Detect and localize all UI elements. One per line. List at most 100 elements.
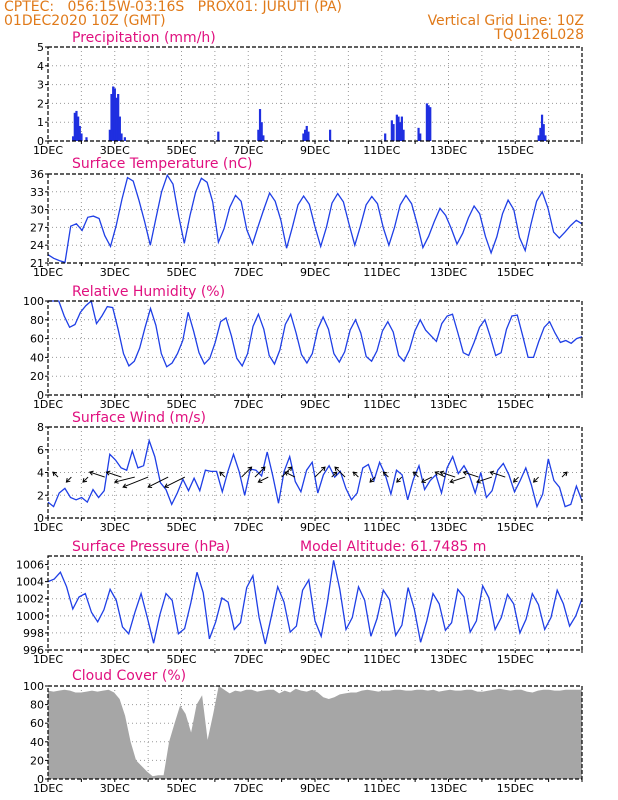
precip-bar [392,124,395,141]
wind-arrowhead [147,483,153,488]
precip-bar [429,107,432,141]
x-tick-label: 11DEC [363,653,400,666]
precip-bar [72,136,75,141]
y-tick-label: 2 [37,489,44,502]
wind-vector [382,471,389,478]
wind-shaft [82,476,89,483]
x-tick-label: 3DEC [100,398,130,411]
x-tick-label: 7DEC [233,398,263,411]
y-tick-label: 996 [23,644,44,657]
wind-shaft [421,476,433,483]
panel-4: 0 2 4 6 8 1DEC 3DEC 5DEC 7DEC 9DEC 11DEC 13DEC 15DEC… [33,410,583,534]
x-tick-label: 3DEC [100,144,130,157]
wind-shaft [331,471,338,478]
wind-vector [434,471,446,478]
x-tick-label: 1DEC [33,144,63,157]
precip-bar [305,125,308,141]
precip-bar [303,129,307,141]
y-tick-label: 0 [37,773,44,786]
precip-bar [115,97,118,141]
x-tick-label: 13DEC [430,398,467,411]
wind-arrowhead [332,471,338,477]
wind-arrowhead [382,471,388,477]
x-tick-label: 3DEC [100,521,130,534]
wind-vector [254,466,266,478]
model-altitude: Model Altitude: 61.7485 m [300,539,486,555]
y-tick-label: 1006 [16,559,44,572]
x-tick-label: 9DEC [300,782,330,795]
wind-shaft [122,476,149,488]
wind-arrowhead [88,470,94,476]
x-tick-label: 15DEC [497,398,534,411]
wind-shaft [314,466,326,478]
wind-vector [369,476,376,483]
wind-arrowhead [462,470,468,476]
precip-bar [390,120,393,141]
wind-vector [314,466,326,478]
y-tick-label: 100 [23,680,44,693]
wind-arrowhead [113,478,119,484]
precip-bar [417,127,420,141]
y-tick-label: 40 [30,736,44,749]
wind-shaft [476,476,493,483]
wind-shaft [66,476,72,483]
wind-shaft [396,476,403,483]
y-tick-label: 24 [30,239,44,252]
precip-bar [120,133,123,141]
y-tick-label: 20 [30,754,44,767]
header-date: 01DEC2020 10Z (GMT) [4,13,166,29]
wind-arrowhead [449,478,455,484]
wind-vector [412,471,419,478]
wind-arrowhead [512,477,518,483]
precip-bar [395,114,398,141]
wind-arrowhead [439,470,445,476]
wind-arrowhead [369,478,375,483]
wind-shaft [413,471,419,478]
wind-arrowhead [65,478,71,483]
x-tick-label: 5DEC [166,653,196,666]
x-tick-label: 11DEC [363,266,400,279]
wind-shaft [284,471,296,478]
panel-title: Precipitation (mm/h) [72,30,216,46]
x-tick-label: 11DEC [363,398,400,411]
precip-bar [73,112,76,141]
panel-1: 0 1 2 3 4 5 1DEC 3DEC 5DEC 7DEC 9DEC 11DEC 13DEC 15DE… [33,30,583,157]
wind-shaft [106,471,122,478]
x-tick-label: 3DEC [100,782,130,795]
y-tick-label: 2 [37,97,44,110]
cloud-area [48,686,582,779]
wind-vector [512,476,519,483]
header-model-id: TQ0126L028 [494,27,584,43]
wind-shaft [450,476,466,483]
y-tick-label: 4 [37,467,44,480]
wind-arrowhead [82,477,88,483]
precip-bar [400,116,403,141]
y-tick-label: 1004 [16,576,44,589]
wind-vector [476,476,493,484]
x-tick-label: 15DEC [497,782,534,795]
precip-bar [329,129,332,141]
precip-bar [399,122,402,141]
precip-bar [539,127,542,141]
panel-frame [47,46,583,142]
wind-arrowhead [257,478,263,483]
precip-bar [117,94,120,141]
wind-vector [284,471,296,478]
wind-arrowhead [219,471,224,477]
x-tick-label: 1DEC [33,653,63,666]
wind-arrowhead [260,466,266,472]
y-tick-label: 1 [37,116,44,129]
x-tick-label: 9DEC [300,398,330,411]
panel-6: 0 20 40 60 80 100 1DEC 3DEC 5DEC 7DEC 9DEC 11DEC 13D… [23,668,583,795]
precip-bar [427,105,430,141]
precip-bar [118,116,121,141]
wind-vector [105,470,122,478]
y-tick-label: 100 [23,295,44,308]
panel-2: 21 24 27 30 33 36 1DEC 3DEC 5DEC 7DEC 9DEC 11DEC 13D… [30,156,583,279]
x-tick-label: 1DEC [33,521,63,534]
x-tick-label: 9DEC [300,521,330,534]
precip-bar [217,131,220,141]
series-line [48,299,583,368]
x-tick-label: 15DEC [497,144,534,157]
panel-title: Surface Temperature (nC) [72,156,253,172]
